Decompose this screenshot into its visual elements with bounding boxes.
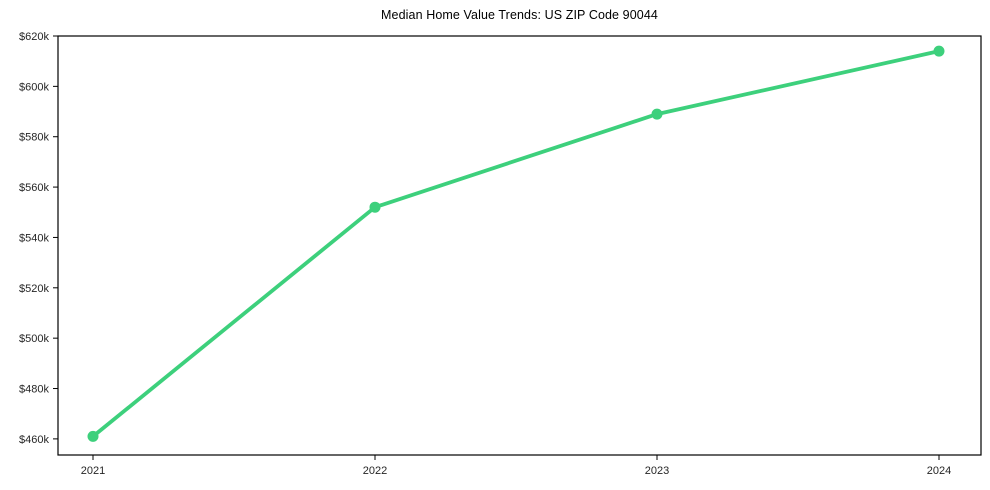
x-tick-label: 2024 <box>927 465 951 477</box>
y-tick-label: $540k <box>19 232 49 244</box>
y-tick-label: $500k <box>19 333 49 345</box>
y-tick-label: $560k <box>19 182 49 194</box>
data-point-2022 <box>369 201 381 213</box>
y-tick-label: $460k <box>19 434 49 446</box>
plot-frame <box>57 35 982 456</box>
y-tick-label: $620k <box>19 31 49 43</box>
x-tick-label: 2021 <box>81 465 105 477</box>
data-point-2021 <box>87 430 99 442</box>
y-tick-label: $520k <box>19 283 49 295</box>
data-point-2023 <box>651 108 663 120</box>
y-tick-label: $580k <box>19 132 49 144</box>
x-tick-label: 2022 <box>363 465 387 477</box>
x-tick-label: 2023 <box>645 465 669 477</box>
data-point-2024 <box>933 45 945 57</box>
y-tick-label: $600k <box>19 81 49 93</box>
trend-line <box>91 49 941 439</box>
chart-title: Median Home Value Trends: US ZIP Code 90… <box>381 8 658 22</box>
y-tick-label: $480k <box>19 384 49 396</box>
